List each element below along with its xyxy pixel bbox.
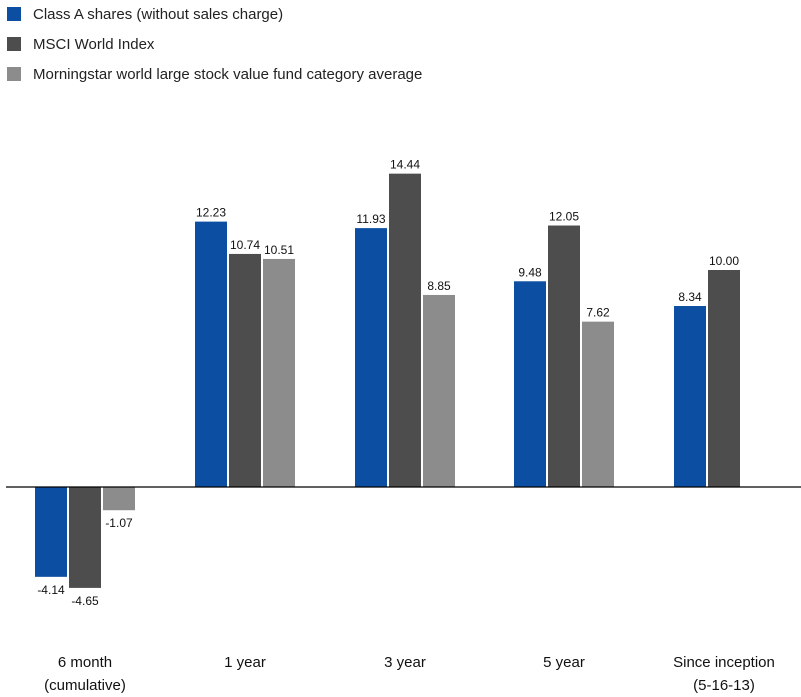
bar xyxy=(35,487,67,577)
bar-value-label: 12.05 xyxy=(549,210,579,224)
legend: Class A shares (without sales charge) MSC… xyxy=(7,6,422,83)
bar xyxy=(355,228,387,487)
bars xyxy=(35,173,740,588)
bar-value-label: 8.34 xyxy=(678,290,702,304)
legend-label: Class A shares (without sales charge) xyxy=(33,6,283,23)
bar xyxy=(103,487,135,511)
category-labels: 6 month (cumulative) 1 year 3 year 5 year Sin… xyxy=(44,654,775,694)
bar xyxy=(263,258,295,487)
category-label: 5 year xyxy=(543,654,585,671)
legend-label: MSCI World Index xyxy=(33,36,155,53)
bar-value-label: 7.62 xyxy=(586,306,610,320)
bar-value-label: 9.48 xyxy=(518,265,542,279)
bar-value-label: 8.85 xyxy=(427,279,451,293)
bar-value-label: 10.51 xyxy=(264,243,294,257)
bar-value-labels: -4.14 -4.65 -1.07 12.23 10.74 10.51 11.93 14.44… xyxy=(37,158,739,608)
category-label: 6 month xyxy=(58,654,112,671)
legend-swatch xyxy=(7,7,21,21)
category-label: Since inception xyxy=(673,654,775,671)
category-label: (5-16-13) xyxy=(693,677,755,694)
bar-value-label: -4.14 xyxy=(37,583,65,597)
category-label: 3 year xyxy=(384,654,426,671)
bar xyxy=(674,306,706,487)
category-label: (cumulative) xyxy=(44,677,126,694)
bar-value-label: 14.44 xyxy=(390,158,420,172)
bar xyxy=(708,270,740,487)
bar xyxy=(69,487,101,588)
bar-value-label: -1.07 xyxy=(105,516,133,530)
bar xyxy=(229,253,261,487)
bar xyxy=(389,173,421,488)
bar-value-label: 10.74 xyxy=(230,238,260,252)
category-label: 1 year xyxy=(224,654,266,671)
bar xyxy=(514,281,546,487)
legend-swatch xyxy=(7,67,21,81)
bar-value-label: 12.23 xyxy=(196,206,226,220)
bar xyxy=(548,225,580,487)
bar-value-label: -4.65 xyxy=(71,594,99,608)
legend-swatch xyxy=(7,37,21,51)
bar-value-label: 11.93 xyxy=(356,212,385,226)
bar xyxy=(195,221,227,487)
bar xyxy=(582,321,614,487)
bar xyxy=(423,294,455,487)
bar-value-label: 10.00 xyxy=(709,254,739,268)
legend-label: Morningstar world large stock value fund… xyxy=(33,66,422,83)
